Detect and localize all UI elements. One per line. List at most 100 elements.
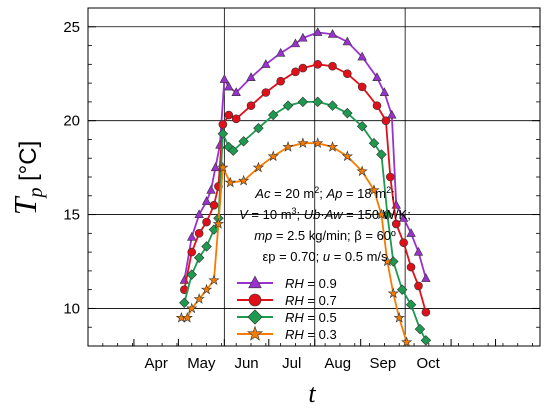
legend-item: RH = 0.9 — [237, 275, 337, 291]
data-point — [396, 284, 408, 295]
data-point — [194, 209, 204, 219]
data-point — [194, 229, 204, 238]
data-point — [208, 274, 220, 286]
data-point — [217, 161, 229, 173]
data-point — [341, 150, 353, 162]
data-point — [386, 172, 395, 182]
data-point — [275, 47, 286, 57]
y-axis-title: Tp [°C] — [7, 141, 47, 216]
data-point — [312, 137, 324, 148]
x-tick-label: Oct — [416, 355, 440, 372]
data-point — [206, 184, 216, 194]
data-point — [212, 218, 225, 229]
data-point — [398, 213, 409, 222]
data-point — [224, 110, 234, 120]
data-point — [391, 219, 401, 229]
data-point — [193, 252, 205, 263]
data-point — [421, 307, 431, 317]
series-2 — [180, 60, 431, 317]
x-tick-label: Jun — [234, 355, 258, 372]
data-point — [381, 255, 393, 267]
data-point — [238, 136, 249, 147]
annotation-box: Ac = 20 m2; Ap = 18 m2; V = 10 m3; Ub·Aw… — [239, 185, 411, 264]
data-point — [372, 101, 382, 110]
data-point — [224, 176, 236, 188]
series-layer — [175, 27, 432, 348]
data-point — [210, 162, 221, 172]
data-point — [187, 231, 197, 241]
x-axis-ticks: Apr May Jun Jul Aug Sep Oct — [87, 339, 541, 372]
data-point — [297, 137, 309, 148]
data-point — [342, 107, 353, 119]
y-tick-label: 10 — [63, 300, 80, 317]
x-tick-label: May — [187, 355, 216, 372]
data-point — [208, 224, 220, 235]
data-point — [193, 293, 205, 304]
data-point — [399, 238, 408, 248]
data-point — [282, 141, 294, 152]
y-axis-title-main: T — [7, 195, 43, 215]
legend-marker — [247, 325, 263, 341]
data-point — [181, 311, 193, 323]
data-point — [297, 96, 309, 108]
data-point — [253, 122, 264, 134]
data-point — [413, 246, 424, 256]
data-point — [326, 141, 339, 152]
data-point — [420, 335, 432, 346]
data-point — [246, 101, 256, 110]
data-point — [406, 262, 416, 272]
data-point — [376, 149, 387, 160]
data-point — [405, 299, 417, 310]
y-tick-label: 25 — [63, 19, 80, 36]
annotation-line-4: εp = 0.70; u = 0.5 m/s — [262, 249, 388, 264]
data-point — [217, 128, 229, 140]
data-point — [375, 208, 388, 220]
annotation-line-2: V = 10 m3; Ub·Aw = 150 W/K; — [239, 206, 411, 222]
data-point — [400, 336, 413, 348]
data-point — [276, 76, 285, 86]
data-point — [223, 141, 235, 153]
data-point — [237, 174, 250, 186]
legend-marker — [248, 293, 262, 307]
data-point — [231, 114, 241, 124]
data-point — [313, 60, 323, 69]
data-point — [357, 82, 367, 92]
data-point — [368, 184, 380, 195]
y-tick-label: 20 — [63, 113, 80, 130]
legend-marker — [247, 309, 263, 325]
data-point — [261, 59, 271, 68]
y-axis-ticks: 10 15 20 25 — [63, 7, 540, 347]
x-tick-label: Aug — [324, 355, 351, 372]
data-point — [343, 69, 352, 79]
data-point — [231, 87, 241, 96]
data-point — [357, 51, 367, 61]
series-3 — [179, 96, 432, 346]
data-point — [268, 109, 279, 121]
x-tick-label: Jul — [282, 355, 301, 372]
data-point — [282, 100, 294, 111]
data-point — [393, 311, 405, 323]
data-point — [414, 323, 426, 335]
data-point — [342, 36, 353, 46]
y-axis-title-sub: p — [25, 187, 47, 199]
data-point — [387, 109, 397, 119]
legend-label: RH = 0.7 — [285, 293, 337, 308]
data-point — [421, 273, 431, 282]
legend-item: RH = 0.3 — [237, 325, 337, 342]
data-point — [327, 100, 338, 111]
data-point — [381, 116, 391, 125]
data-point — [224, 81, 234, 91]
legend-marker — [248, 275, 262, 289]
data-point — [186, 302, 198, 314]
x-tick-label: Sep — [370, 355, 397, 372]
data-point — [261, 88, 271, 97]
legend-label: RH = 0.3 — [285, 327, 337, 342]
data-point — [218, 120, 228, 129]
data-point — [219, 74, 230, 83]
data-point — [186, 269, 197, 280]
data-point — [267, 150, 279, 162]
data-point — [313, 27, 323, 36]
data-point — [290, 38, 301, 48]
data-point — [356, 121, 368, 132]
